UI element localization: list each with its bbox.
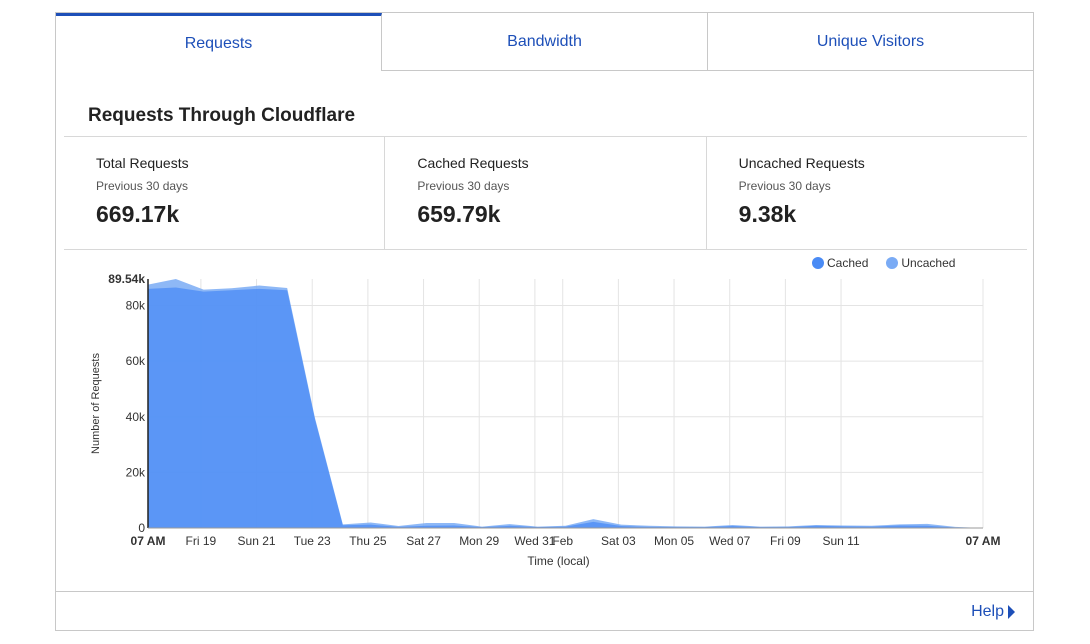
stats-row: Total Requests Previous 30 days 669.17k … <box>64 136 1027 250</box>
x-tick-label: Tue 23 <box>294 534 331 548</box>
tab-unique-visitors[interactable]: Unique Visitors <box>707 13 1033 71</box>
y-axis-label: Number of Requests <box>90 353 102 454</box>
legend-item-cached[interactable]: Cached <box>812 256 868 270</box>
stat-value: 659.79k <box>417 201 501 227</box>
chart-legend: Cached Uncached <box>812 256 973 270</box>
stat-period: Previous 30 days <box>96 179 189 193</box>
x-tick-label: 07 AM <box>131 534 166 548</box>
legend-dot-uncached <box>886 257 899 269</box>
tab-bandwidth[interactable]: Bandwidth <box>382 13 707 71</box>
help-link[interactable]: Help <box>971 603 1015 621</box>
legend-label: Cached <box>827 256 869 270</box>
stat-label: Uncached Requests <box>738 155 865 171</box>
y-tick-label: 40k <box>126 410 146 424</box>
stat-cached-requests: Cached Requests Previous 30 days 659.79k <box>384 137 705 249</box>
x-tick-label: Wed 07 <box>709 534 750 548</box>
y-max-label: 89.54k <box>108 272 145 286</box>
section-title: Requests Through Cloudflare <box>88 105 356 126</box>
tab-requests[interactable]: Requests <box>56 13 382 71</box>
stat-uncached-requests: Uncached Requests Previous 30 days 9.38k <box>705 137 1027 249</box>
x-tick-label: Sun 11 <box>822 534 859 548</box>
stat-label: Total Requests <box>96 155 189 171</box>
help-label: Help <box>971 603 1004 620</box>
caret-right-icon <box>1008 605 1015 619</box>
stat-value: 9.38k <box>738 201 797 227</box>
stat-period: Previous 30 days <box>417 179 510 193</box>
legend-item-uncached[interactable]: Uncached <box>886 256 955 270</box>
x-tick-label: Mon 29 <box>459 534 499 548</box>
analytics-card: Requests Bandwidth Unique Visitors Reque… <box>55 12 1034 631</box>
y-tick-label: 80k <box>126 299 146 313</box>
x-tick-label: Sat 03 <box>601 534 636 548</box>
x-tick-label: Sun 21 <box>238 534 276 548</box>
tab-bar: Requests Bandwidth Unique Visitors <box>56 13 1033 71</box>
y-tick-label: 60k <box>126 354 146 368</box>
x-tick-label: Wed 31 <box>514 534 555 548</box>
area-series-cached <box>148 287 983 528</box>
x-tick-label: Feb <box>552 534 573 548</box>
requests-area-chart: 0 20k 40k 60k 80k 89.54k 07 AM Fri 19 Sun 21 Tue … <box>90 272 1001 568</box>
x-tick-label: Fri 09 <box>770 534 801 548</box>
stat-label: Cached Requests <box>417 155 529 171</box>
stat-total-requests: Total Requests Previous 30 days 669.17k <box>64 137 384 249</box>
x-tick-label: Thu 25 <box>349 534 387 548</box>
y-tick-label: 0 <box>138 521 145 535</box>
y-tick-label: 20k <box>126 465 146 479</box>
x-tick-label: Fri 19 <box>186 534 217 548</box>
x-tick-label: Sat 27 <box>406 534 441 548</box>
x-tick-label: 07 AM <box>966 534 1001 548</box>
stat-period: Previous 30 days <box>738 179 831 193</box>
x-tick-label: Mon 05 <box>654 534 694 548</box>
legend-dot-cached <box>812 257 824 269</box>
x-axis-label: Time (local) <box>527 554 589 568</box>
card-footer: Help <box>56 591 1033 632</box>
legend-label: Uncached <box>901 256 956 270</box>
stat-value: 669.17k <box>96 201 180 227</box>
